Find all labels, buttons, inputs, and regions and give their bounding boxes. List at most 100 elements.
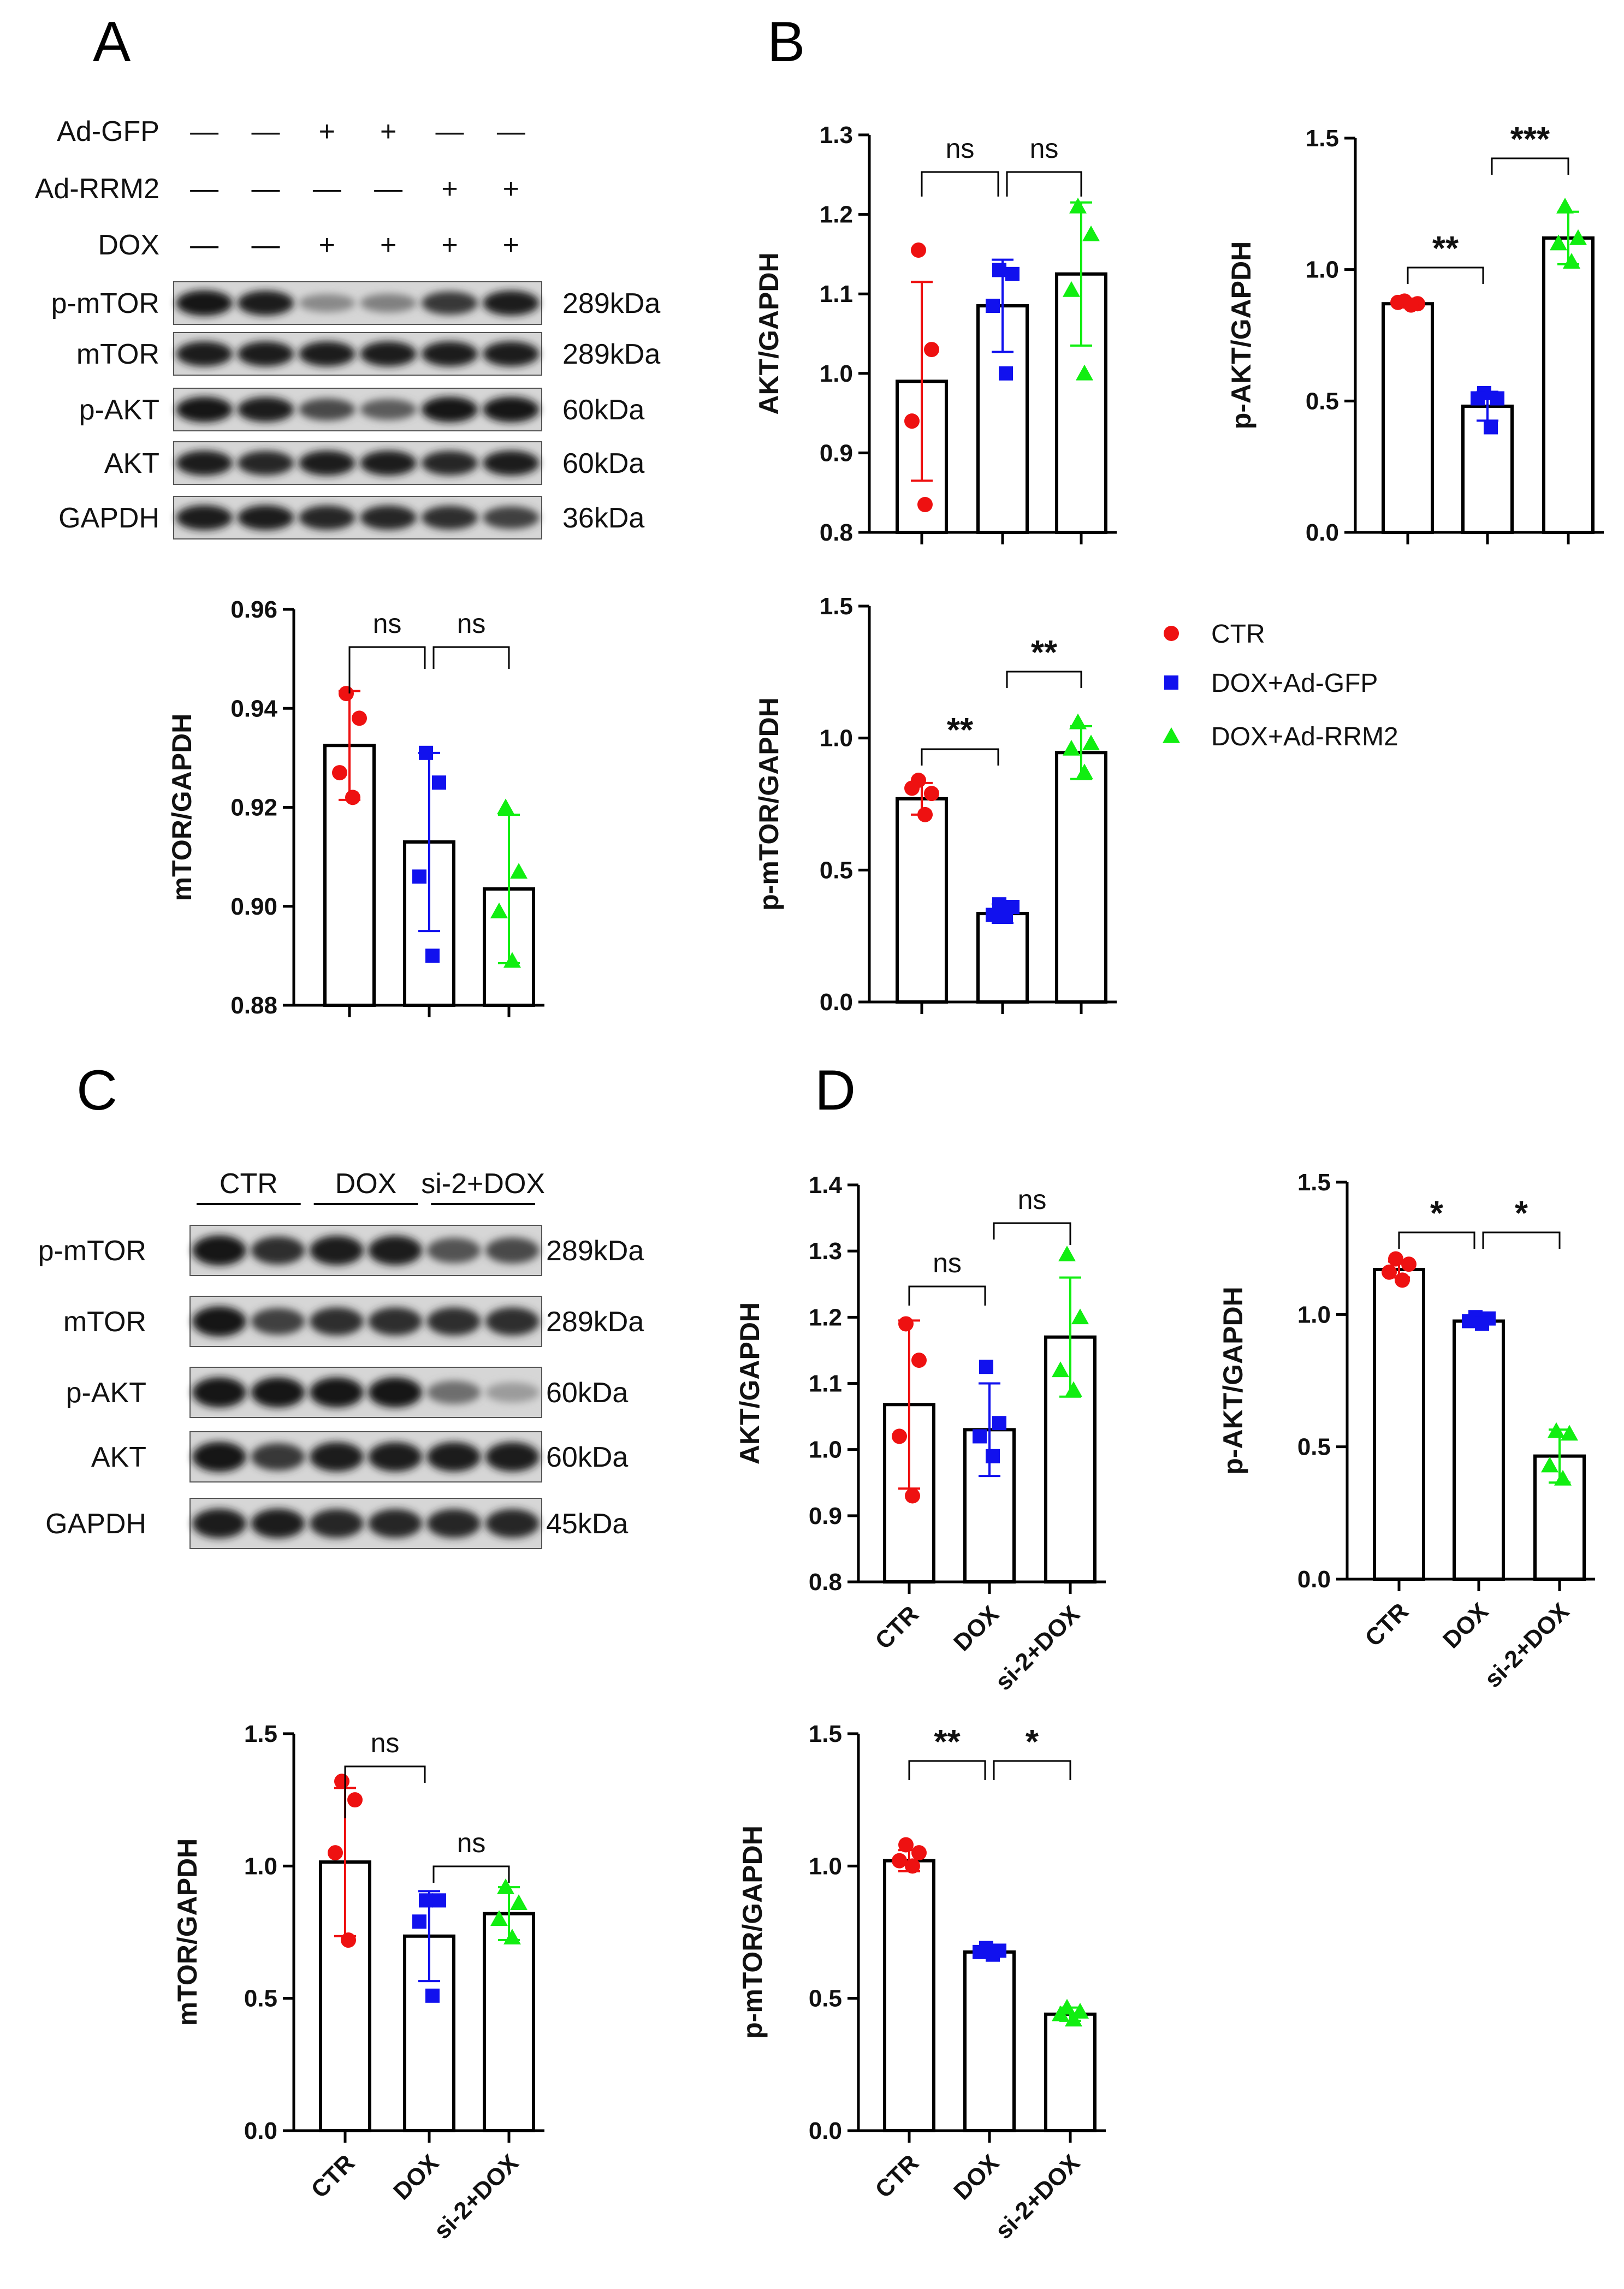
panel-label-a: A <box>93 10 131 74</box>
blot-band <box>192 1306 247 1337</box>
blot-band <box>485 1237 540 1264</box>
blot-label: p-mTOR <box>38 1235 146 1267</box>
blot-band <box>176 450 233 476</box>
data-point <box>328 1845 343 1861</box>
plus-mark: + <box>380 116 396 147</box>
data-point <box>1484 420 1498 435</box>
blot-band <box>360 450 417 476</box>
blot-band <box>483 341 540 366</box>
blot-band <box>426 1509 481 1538</box>
significance-bracket <box>348 646 426 693</box>
y-axis-label: p-mTOR/GAPDH <box>737 1825 768 2039</box>
data-point <box>986 1947 1000 1962</box>
blot-band <box>368 1377 423 1408</box>
blot-band <box>309 1509 364 1538</box>
data-point <box>986 908 1000 922</box>
significance-bracket <box>1398 1231 1475 1249</box>
data-point <box>339 686 354 702</box>
y-tick-label: 0.9 <box>809 1503 842 1529</box>
blot-band <box>360 293 417 313</box>
data-point <box>911 1845 927 1861</box>
bar <box>976 912 1029 1004</box>
y-axis-label: p-mTOR/GAPDH <box>754 697 784 911</box>
blot-label: mTOR <box>76 339 159 370</box>
data-point <box>905 1858 920 1874</box>
blot-strip <box>189 1225 542 1276</box>
y-axis-label: mTOR/GAPDH <box>167 714 197 902</box>
data-point <box>1069 713 1087 730</box>
blot-band <box>426 1380 481 1404</box>
blot-label: AKT <box>104 448 159 479</box>
blot-band <box>299 341 355 366</box>
blot-band <box>483 506 540 529</box>
minus-mark: — <box>497 116 525 147</box>
chart-b-akt: 0.8 0.9 1.0 1.1 1.2 1.3 AKT/GAPDH ns ns <box>754 122 1117 546</box>
treatment-label: Ad-GFP <box>57 116 159 147</box>
y-tick-label: 1.5 <box>1297 1169 1331 1196</box>
blot-band <box>483 290 540 316</box>
data-point <box>1058 1246 1076 1262</box>
blot-c-groups: CTR DOX si-2+DOX <box>197 1168 545 1205</box>
minus-mark: — <box>313 173 341 205</box>
blot-band <box>176 290 233 316</box>
blot-band <box>299 294 355 312</box>
significance-label: ** <box>1031 634 1058 672</box>
data-point <box>973 1944 987 1959</box>
blot-band <box>485 1307 540 1336</box>
bar <box>1542 236 1595 534</box>
blot-band <box>309 1307 364 1336</box>
blot-band <box>309 1442 364 1472</box>
data-point <box>432 1893 446 1908</box>
y-tick-label: 1.0 <box>820 725 853 752</box>
legend-marker-triangle <box>1163 727 1180 743</box>
blot-band <box>192 1235 247 1266</box>
data-point <box>1076 763 1093 780</box>
blot-blot_C: p-mTOR 289kDa mTOR 289kDa p-AKT 60kDa AKT 60kDa… <box>38 1225 644 1549</box>
blot-band <box>237 397 294 422</box>
blot-strip <box>173 441 542 485</box>
blot-label: GAPDH <box>58 502 159 534</box>
blot-band <box>309 1377 364 1408</box>
significance-bracket <box>921 171 999 197</box>
x-tick-label: si-2+DOX <box>990 2149 1085 2244</box>
data-point <box>352 710 367 726</box>
y-tick-label: 1.5 <box>244 1721 277 1747</box>
y-tick-label: 0.90 <box>230 893 277 920</box>
bar <box>963 1950 1016 2133</box>
minus-mark: — <box>190 173 218 205</box>
data-point <box>503 952 521 968</box>
y-tick-label: 1.2 <box>820 201 853 228</box>
bar <box>1382 302 1434 534</box>
y-tick-label: 0.5 <box>820 857 853 883</box>
blot-strip <box>173 496 542 539</box>
group-label: CTR <box>220 1168 278 1200</box>
blot-band <box>299 505 355 530</box>
data-point <box>1071 1308 1089 1325</box>
y-tick-label: 0.0 <box>1297 1566 1331 1593</box>
blot-band <box>251 1377 305 1408</box>
plus-mark: + <box>503 229 519 261</box>
data-point <box>1541 1456 1558 1473</box>
x-tick-label: CTR <box>870 2149 924 2203</box>
blot-a-treatments: Ad-GFP — — + + — — Ad-RRM2 — — — — + + DOX — — + + + + <box>35 116 525 261</box>
data-point <box>1554 1469 1572 1486</box>
y-axis-label: AKT/GAPDH <box>754 252 784 414</box>
significance-bracket <box>993 1760 1071 1780</box>
data-point <box>1401 1256 1416 1272</box>
blot-strip <box>189 1498 542 1549</box>
blot-band <box>483 450 540 476</box>
significance-bracket <box>432 1865 510 1883</box>
data-point <box>1490 391 1504 406</box>
blot-band <box>421 450 478 476</box>
y-tick-label: 1.0 <box>1297 1301 1331 1328</box>
data-point <box>1471 391 1485 406</box>
data-point <box>917 497 933 513</box>
blot-band <box>299 450 355 476</box>
y-axis-label: AKT/GAPDH <box>734 1302 765 1464</box>
data-point <box>904 413 920 429</box>
panel-label-b: B <box>767 10 805 74</box>
plus-mark: + <box>503 173 519 205</box>
data-point <box>497 798 514 815</box>
